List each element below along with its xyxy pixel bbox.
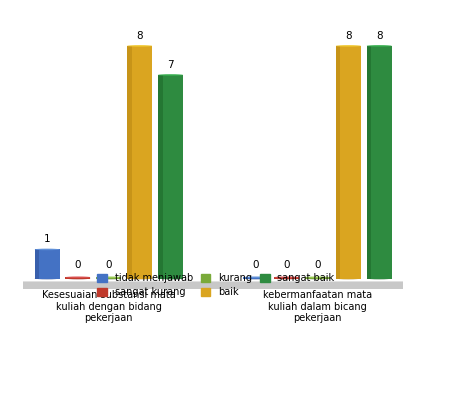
Bar <box>66 277 90 279</box>
Bar <box>127 46 152 279</box>
Ellipse shape <box>336 278 361 279</box>
Ellipse shape <box>305 278 330 279</box>
Text: 8: 8 <box>136 31 143 40</box>
Text: 8: 8 <box>345 31 352 40</box>
Ellipse shape <box>35 278 60 279</box>
Ellipse shape <box>127 45 152 47</box>
Bar <box>35 249 60 279</box>
Text: 0: 0 <box>283 260 290 271</box>
Text: 0: 0 <box>252 260 259 271</box>
Bar <box>305 277 330 279</box>
Bar <box>127 46 132 279</box>
Text: 0: 0 <box>75 260 81 271</box>
Bar <box>336 46 361 279</box>
Bar <box>23 281 403 282</box>
Ellipse shape <box>243 278 269 279</box>
Text: kebermanfaatan mata
kuliah dalam bicang
pekerjaan: kebermanfaatan mata kuliah dalam bicang … <box>263 290 372 323</box>
Ellipse shape <box>158 74 183 76</box>
Ellipse shape <box>336 45 361 47</box>
Ellipse shape <box>66 277 90 278</box>
Bar <box>97 277 121 279</box>
Ellipse shape <box>35 249 60 250</box>
Bar <box>35 249 39 279</box>
Ellipse shape <box>66 278 90 279</box>
Ellipse shape <box>274 277 299 278</box>
Text: 7: 7 <box>167 60 174 70</box>
Ellipse shape <box>367 45 392 47</box>
Ellipse shape <box>243 277 269 278</box>
Bar <box>158 75 183 279</box>
Text: 0: 0 <box>314 260 321 271</box>
Bar <box>158 75 163 279</box>
Text: 1: 1 <box>44 234 50 244</box>
Bar <box>274 277 299 279</box>
Legend: tidak menjawab, sangat kurang, kurang, baik, sangat baik: tidak menjawab, sangat kurang, kurang, b… <box>93 269 339 301</box>
Text: 8: 8 <box>376 31 383 40</box>
Bar <box>367 46 392 279</box>
Ellipse shape <box>127 278 152 279</box>
Bar <box>336 46 340 279</box>
Bar <box>243 277 269 279</box>
Ellipse shape <box>367 278 392 279</box>
Bar <box>23 282 403 289</box>
Bar <box>367 46 371 279</box>
Ellipse shape <box>305 277 330 278</box>
Text: Kesesuaian substansi mata
kuliah dengan bidang
pekerjaan: Kesesuaian substansi mata kuliah dengan … <box>42 290 176 323</box>
Text: 0: 0 <box>106 260 112 271</box>
Ellipse shape <box>158 278 183 279</box>
Ellipse shape <box>97 278 121 279</box>
Ellipse shape <box>274 278 299 279</box>
Ellipse shape <box>97 277 121 278</box>
